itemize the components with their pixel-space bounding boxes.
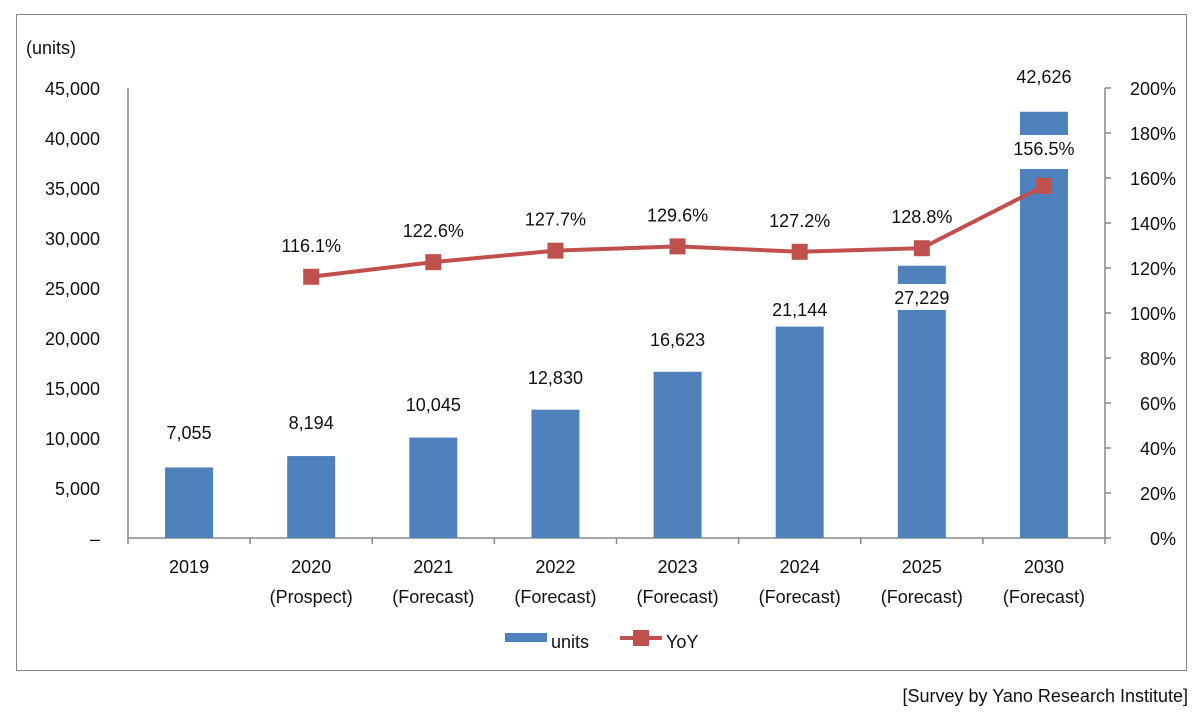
y2-tick-label: 40%	[1140, 439, 1176, 459]
x-tick-label: 2025	[902, 557, 942, 577]
bar-2025	[897, 265, 946, 538]
x-tick-label: 2019	[169, 557, 209, 577]
bar-label-bg	[765, 296, 835, 322]
x-tick-sublabel: (Forecast)	[637, 587, 719, 607]
x-tick-label: 2022	[535, 557, 575, 577]
bar-2022	[531, 409, 580, 538]
y-axis-label: (units)	[26, 38, 76, 58]
yoy-data-label: 127.7%	[525, 210, 586, 230]
x-tick-sublabel: (Forecast)	[514, 587, 596, 607]
yoy-data-label: 122.6%	[403, 221, 464, 241]
y2-tick-label: 160%	[1130, 169, 1176, 189]
bar-label-bg	[520, 364, 590, 390]
y-tick-label: 10,000	[45, 429, 100, 449]
bar-label-bg	[281, 409, 341, 435]
legend-yoy-label: YoY	[666, 632, 698, 652]
bar-data-label: 27,229	[894, 288, 949, 308]
bar-label-bg	[1009, 63, 1079, 89]
yoy-data-label: 116.1%	[281, 236, 341, 256]
yoy-marker	[669, 238, 686, 255]
bar-label-bg	[398, 391, 468, 417]
bar-data-label: 7,055	[167, 423, 212, 443]
yoy-marker	[913, 240, 930, 257]
yoy-data-label: 128.8%	[891, 207, 952, 227]
bar-data-label: 16,623	[650, 330, 705, 350]
x-tick-label: 2020	[291, 557, 331, 577]
yoy-marker	[791, 243, 808, 260]
bar-data-label: 8,194	[289, 413, 334, 433]
x-tick-sublabel: (Forecast)	[759, 587, 841, 607]
chart-frame	[16, 14, 1187, 671]
bar-2030	[1019, 111, 1068, 539]
y-tick-label: 15,000	[45, 379, 100, 399]
y-tick-label: 30,000	[45, 229, 100, 249]
y2-tick-label: 200%	[1130, 79, 1176, 99]
bar-2019	[165, 467, 214, 538]
y2-tick-label: 180%	[1130, 124, 1176, 144]
y2-tick-label: 140%	[1130, 214, 1176, 234]
source-note: [Survey by Yano Research Institute]	[902, 686, 1189, 706]
y-tick-label: 25,000	[45, 279, 100, 299]
bar-2020	[287, 456, 336, 538]
yoy-marker	[1035, 177, 1052, 194]
bar-data-label: 21,144	[772, 300, 827, 320]
line-label-bg	[1007, 135, 1080, 169]
y-tick-label: 5,000	[55, 479, 100, 499]
y2-tick-label: 100%	[1130, 304, 1176, 324]
legend-yoy-marker	[633, 630, 649, 646]
bar-2023	[653, 371, 702, 538]
x-tick-label: 2021	[413, 557, 453, 577]
bar-data-label: 10,045	[406, 395, 461, 415]
x-tick-sublabel: (Forecast)	[392, 587, 474, 607]
bar-data-label: 12,830	[528, 368, 583, 388]
y-tick-label: 40,000	[45, 129, 100, 149]
yoy-data-label: 156.5%	[1013, 139, 1074, 159]
bar-label-bg	[643, 326, 713, 352]
yoy-marker	[303, 268, 320, 285]
y2-tick-label: 120%	[1130, 259, 1176, 279]
x-tick-sublabel: (Forecast)	[1003, 587, 1085, 607]
x-tick-label: 2030	[1024, 557, 1064, 577]
y-tick-label: –	[90, 529, 100, 549]
bar-2024	[775, 326, 824, 538]
yoy-marker	[425, 254, 442, 271]
bar-2021	[409, 437, 458, 538]
y2-tick-label: 80%	[1140, 349, 1176, 369]
y2-tick-label: 60%	[1140, 394, 1176, 414]
x-tick-label: 2024	[780, 557, 820, 577]
yoy-marker	[547, 242, 564, 259]
yoy-data-label: 129.6%	[647, 205, 708, 225]
y-tick-label: 45,000	[45, 79, 100, 99]
legend-units-label: units	[551, 632, 589, 652]
yoy-data-label: 127.2%	[769, 211, 830, 231]
legend-units-swatch	[505, 633, 547, 642]
x-tick-sublabel: (Prospect)	[270, 587, 353, 607]
y2-tick-label: 20%	[1140, 484, 1176, 504]
bar-label-bg	[887, 284, 957, 310]
x-tick-label: 2023	[658, 557, 698, 577]
y-tick-label: 20,000	[45, 329, 100, 349]
y-tick-label: 35,000	[45, 179, 100, 199]
x-tick-sublabel: (Forecast)	[881, 587, 963, 607]
y2-tick-label: 0%	[1150, 529, 1176, 549]
bar-data-label: 42,626	[1016, 67, 1071, 87]
bar-label-bg	[159, 419, 219, 445]
